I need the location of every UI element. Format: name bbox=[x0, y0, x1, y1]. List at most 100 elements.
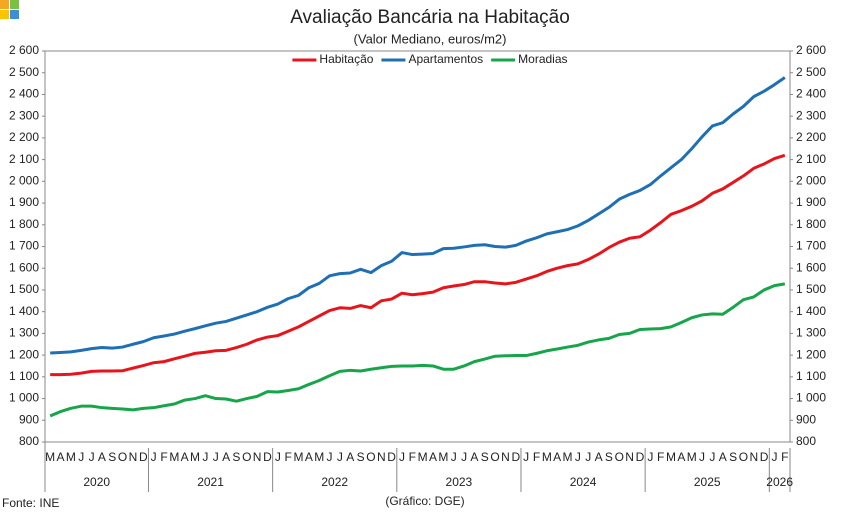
x-tick-label: O bbox=[118, 450, 127, 464]
x-tick-label: N bbox=[749, 450, 758, 464]
x-tick-label: N bbox=[129, 450, 138, 464]
x-tick-label: A bbox=[98, 450, 106, 464]
y-tick-label: 1 800 bbox=[9, 217, 39, 231]
y2-tick-label: 1 100 bbox=[796, 369, 826, 383]
x-tick-label: D bbox=[511, 450, 520, 464]
x-tick-label: J bbox=[275, 450, 281, 464]
x-tick-label: J bbox=[89, 450, 95, 464]
x-tick-label: S bbox=[357, 450, 365, 464]
y2-tick-label: 2 400 bbox=[796, 87, 826, 101]
chart-title: Avaliação Bancária na Habitação bbox=[290, 7, 570, 28]
x-tick-label: F bbox=[781, 450, 788, 464]
x-tick-label: O bbox=[739, 450, 748, 464]
x-tick-label: D bbox=[263, 450, 272, 464]
x-tick-label: M bbox=[169, 450, 179, 464]
year-label: 2023 bbox=[446, 475, 473, 489]
legend-label: Apartamentos bbox=[408, 52, 483, 66]
x-tick-label: S bbox=[481, 450, 489, 464]
x-tick-label: J bbox=[771, 450, 777, 464]
logo-square bbox=[10, 10, 19, 19]
x-tick-label: J bbox=[699, 450, 705, 464]
y2-tick-label: 2 200 bbox=[796, 130, 826, 144]
x-tick-label: J bbox=[451, 450, 457, 464]
y2-tick-label: 1 500 bbox=[796, 282, 826, 296]
y-tick-label: 1 900 bbox=[9, 195, 39, 209]
x-tick-label: F bbox=[160, 450, 167, 464]
y2-tick-label: 2 300 bbox=[796, 108, 826, 122]
x-tick-label: J bbox=[151, 450, 157, 464]
x-tick-label: A bbox=[470, 450, 478, 464]
chart-subtitle: (Valor Mediano, euros/m2) bbox=[354, 31, 507, 46]
x-tick-label: M bbox=[563, 450, 573, 464]
y2-tick-label: 1 200 bbox=[796, 347, 826, 361]
x-tick-label: N bbox=[625, 450, 634, 464]
x-tick-label: J bbox=[213, 450, 219, 464]
year-label: 2021 bbox=[197, 475, 224, 489]
x-tick-label: M bbox=[190, 450, 200, 464]
x-tick-label: M bbox=[418, 450, 428, 464]
x-tick-label: J bbox=[461, 450, 467, 464]
source: Fonte: INE bbox=[2, 496, 59, 510]
y2-tick-label: 900 bbox=[796, 412, 816, 426]
x-tick-label: D bbox=[387, 450, 396, 464]
x-tick-label: O bbox=[366, 450, 375, 464]
series-line bbox=[50, 76, 786, 355]
x-tick-label: D bbox=[636, 450, 645, 464]
series-line bbox=[50, 153, 786, 377]
y2-tick-label: 1 400 bbox=[796, 304, 826, 318]
legend-label: Moradias bbox=[518, 52, 567, 66]
x-tick-label: F bbox=[533, 450, 540, 464]
logo-square bbox=[0, 10, 9, 19]
y2-tick-label: 1 600 bbox=[796, 260, 826, 274]
y-tick-label: 2 600 bbox=[9, 43, 39, 57]
y2-tick-label: 1 900 bbox=[796, 195, 826, 209]
x-tick-label: M bbox=[438, 450, 448, 464]
x-tick-label: J bbox=[337, 450, 343, 464]
legend-label: Habitação bbox=[319, 52, 373, 66]
x-tick-label: D bbox=[760, 450, 769, 464]
y2-tick-label: 800 bbox=[796, 434, 816, 448]
x-tick-label: D bbox=[139, 450, 148, 464]
y-tick-label: 1 100 bbox=[9, 369, 39, 383]
x-tick-label: M bbox=[687, 450, 697, 464]
x-tick-label: A bbox=[57, 450, 65, 464]
x-tick-label: J bbox=[709, 450, 715, 464]
logo-square bbox=[10, 0, 19, 9]
y2-tick-label: 1 300 bbox=[796, 326, 826, 340]
y2-tick-label: 2 600 bbox=[796, 43, 826, 57]
y2-tick-label: 2 000 bbox=[796, 174, 826, 188]
y-tick-label: 2 500 bbox=[9, 65, 39, 79]
x-tick-label: O bbox=[242, 450, 251, 464]
x-tick-label: J bbox=[399, 450, 405, 464]
y-tick-label: 1 600 bbox=[9, 260, 39, 274]
y-tick-label: 2 100 bbox=[9, 152, 39, 166]
logo bbox=[0, 0, 19, 19]
x-tick-label: N bbox=[377, 450, 386, 464]
x-tick-label: F bbox=[657, 450, 664, 464]
x-tick-label: M bbox=[45, 450, 55, 464]
x-tick-label: A bbox=[346, 450, 354, 464]
x-tick-label: S bbox=[605, 450, 613, 464]
x-tick-label: J bbox=[523, 450, 529, 464]
year-label: 2026 bbox=[766, 475, 793, 489]
x-tick-label: A bbox=[677, 450, 685, 464]
x-tick-label: A bbox=[305, 450, 313, 464]
x-tick-label: A bbox=[222, 450, 230, 464]
x-tick-label: J bbox=[647, 450, 653, 464]
x-tick-label: N bbox=[253, 450, 262, 464]
x-tick-label: S bbox=[729, 450, 737, 464]
y-tick-label: 1 000 bbox=[9, 391, 39, 405]
y2-tick-label: 2 500 bbox=[796, 65, 826, 79]
x-tick-label: A bbox=[595, 450, 603, 464]
year-label: 2020 bbox=[83, 475, 110, 489]
y-tick-label: 1 400 bbox=[9, 304, 39, 318]
y-tick-label: 2 300 bbox=[9, 108, 39, 122]
x-tick-label: A bbox=[429, 450, 437, 464]
y-tick-label: 2 400 bbox=[9, 87, 39, 101]
y-tick-label: 1 200 bbox=[9, 347, 39, 361]
x-tick-label: F bbox=[284, 450, 291, 464]
y2-tick-label: 2 100 bbox=[796, 152, 826, 166]
logo-square bbox=[0, 0, 9, 9]
x-tick-label: M bbox=[294, 450, 304, 464]
